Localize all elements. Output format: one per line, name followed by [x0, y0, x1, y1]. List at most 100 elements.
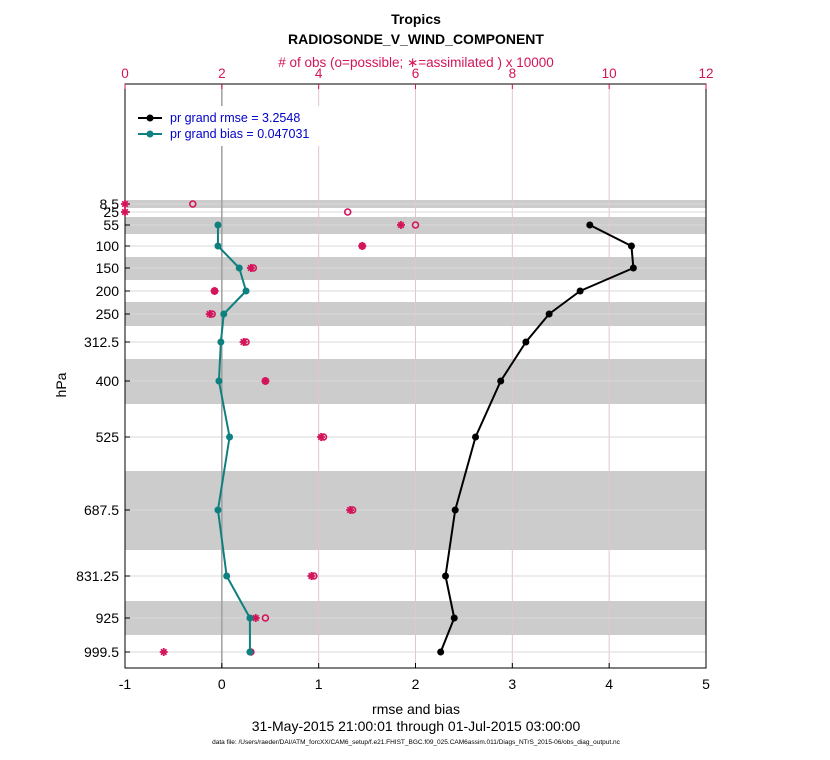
- obs-possible-marker-12: [261, 614, 270, 622]
- rmse-point-3: [576, 287, 584, 295]
- level-tick-label-9: 525: [96, 429, 120, 445]
- bottom-tick-label-0: -1: [119, 676, 132, 692]
- rmse-point-9: [442, 572, 450, 580]
- rmse-series: [437, 221, 637, 656]
- top-tick-label-1: 2: [218, 66, 226, 81]
- obs-assimilated-marker-2: [396, 221, 405, 229]
- top-axis-label: # of obs (o=possible; ∗=assimilated ) x …: [278, 55, 553, 70]
- y-axis-label: hPa: [53, 372, 69, 397]
- bottom-tick-label-4: 3: [508, 676, 516, 692]
- top-tick-label-0: 0: [121, 66, 129, 81]
- obs-assimilated-marker-11: [307, 572, 316, 580]
- bottom-tick-label-1: 0: [218, 676, 226, 692]
- obs-assimilated-marker-3: [358, 242, 367, 250]
- bottom-tick-label-2: 1: [315, 676, 323, 692]
- asterisk-stroke: [252, 614, 260, 622]
- level-tick-label-13: 999.5: [84, 644, 119, 660]
- bottom-tick-label-3: 2: [412, 676, 420, 692]
- asterisk-stroke: [346, 506, 354, 514]
- obs-possible-marker-0: [188, 200, 197, 208]
- bias-line: [216, 225, 251, 652]
- asterisk-stroke: [121, 208, 129, 216]
- bottom-tick-label-5: 4: [605, 676, 613, 692]
- obs-assimilated-marker-9: [317, 433, 326, 441]
- obs-assimilated-marker-6: [205, 310, 214, 318]
- obs-assimilated-marker-8: [261, 377, 270, 385]
- obs-assimilated-marker-4: [246, 264, 255, 272]
- asterisk-stroke: [211, 287, 219, 295]
- bias-point-8: [214, 506, 222, 514]
- obs-assimilated-marker-1: [121, 208, 129, 216]
- obs-count-markers: [121, 200, 420, 656]
- level-tick-label-0: 8.5: [100, 196, 120, 212]
- asterisk-stroke: [397, 221, 405, 229]
- bias-point-0: [214, 221, 222, 229]
- obs-possible-marker-1: [343, 208, 352, 216]
- level-tick-label-7: 312.5: [84, 334, 119, 350]
- bias-point-6: [215, 377, 223, 385]
- asterisk-stroke: [247, 264, 255, 272]
- bias-point-3: [242, 287, 250, 295]
- obs-possible-marker-2: [411, 221, 420, 229]
- rmse-point-0: [586, 221, 594, 229]
- bias-point-11: [246, 648, 254, 656]
- level-tick-label-5: 200: [96, 283, 120, 299]
- asterisk-stroke: [317, 433, 325, 441]
- level-tick-label-3: 100: [96, 238, 120, 254]
- top-tick-label-4: 8: [509, 66, 517, 81]
- obs-assimilated-marker-5: [210, 287, 219, 295]
- asterisk-stroke: [307, 572, 315, 580]
- bottom-axis-ticks: -1 0 1 2 3 4 5: [119, 663, 710, 692]
- bias-point-4: [220, 310, 228, 318]
- level-tick-label-6: 250: [96, 306, 120, 322]
- rmse-point-2: [629, 264, 637, 272]
- obs-assimilated-marker-13: [159, 648, 168, 656]
- level-tick-label-4: 150: [96, 260, 120, 276]
- level-tick-label-8: 400: [96, 373, 120, 389]
- bias-point-1: [214, 242, 222, 250]
- asterisk-stroke: [261, 377, 269, 385]
- bias-point-10: [246, 614, 254, 622]
- level-tick-label-2: 55: [103, 217, 119, 233]
- obs-assimilated-marker-0: [121, 200, 129, 208]
- rmse-point-11: [437, 648, 445, 656]
- level-tick-label-11: 831.25: [76, 568, 119, 584]
- legend-box: [131, 106, 339, 146]
- chart-title: Tropics: [391, 11, 441, 27]
- rmse-point-4: [545, 310, 553, 318]
- level-tick-label-12: 925: [96, 610, 120, 626]
- rmse-point-1: [627, 242, 635, 250]
- date-range: 31-May-2015 21:00:01 through 01-Jul-2015…: [252, 718, 581, 734]
- rmse-point-5: [522, 338, 530, 346]
- legend-bias-marker: [146, 130, 154, 138]
- rmse-point-6: [497, 377, 505, 385]
- asterisk-stroke: [358, 242, 366, 250]
- top-tick-label-6: 12: [698, 66, 713, 81]
- top-tick-label-5: 10: [602, 66, 617, 81]
- rmse-point-8: [451, 506, 459, 514]
- data-file-path: data file: /Users/raeder/DAI/ATM_forcXX/…: [212, 739, 621, 746]
- bias-point-7: [226, 433, 234, 441]
- legend: pr grand rmse = 3.2548 pr grand bias = 0…: [131, 106, 339, 146]
- legend-rmse-marker: [146, 114, 154, 122]
- asterisk-stroke: [121, 200, 129, 208]
- x-axis-label: rmse and bias: [372, 701, 460, 717]
- legend-bias-label: pr grand bias = 0.047031: [170, 127, 309, 141]
- obs-assimilated-marker-7: [239, 338, 248, 346]
- top-tick-label-3: 6: [412, 66, 420, 81]
- legend-rmse-label: pr grand rmse = 3.2548: [170, 111, 300, 125]
- rmse-point-7: [472, 433, 480, 441]
- bottom-tick-label-6: 5: [702, 676, 710, 692]
- chart-subtitle: RADIOSONDE_V_WIND_COMPONENT: [288, 31, 544, 47]
- bias-point-2: [235, 264, 243, 272]
- top-axis-ticks: 0 2 4 6 8 10 12: [121, 66, 714, 89]
- level-tick-label-10: 687.5: [84, 502, 119, 518]
- rmse-point-10: [450, 614, 458, 622]
- bias-point-5: [217, 338, 225, 346]
- obs-assimilated-marker-10: [346, 506, 355, 514]
- asterisk-stroke: [240, 338, 248, 346]
- asterisk-stroke: [206, 310, 214, 318]
- rmse-line: [439, 224, 635, 653]
